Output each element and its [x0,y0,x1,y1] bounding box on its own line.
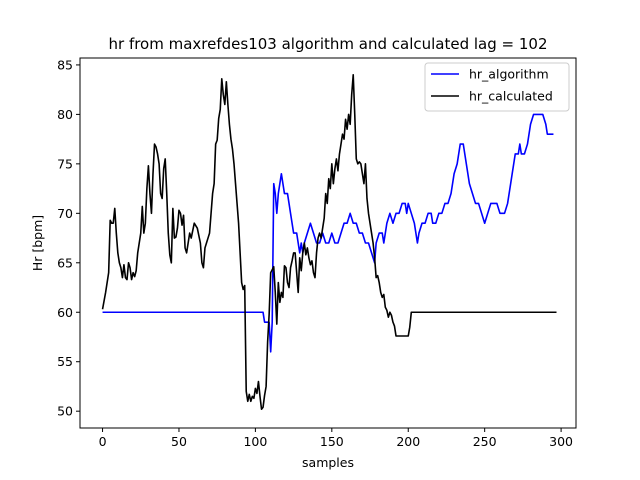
y-tick-label: 80 [57,107,73,122]
x-tick-label: 250 [473,434,497,449]
plot-area: 0 50 100 150 200 250 300 50 55 60 65 70 75 80 85 [57,57,577,449]
legend-label-hr-calculated: hr_calculated [469,89,553,104]
legend-box [424,62,570,112]
series-line-hr-algorithm [102,113,554,353]
x-tick-label: 200 [396,434,420,449]
y-tick-label: 60 [57,305,73,320]
legend-label-hr-algorithm: hr_algorithm [469,67,549,82]
y-tick-label: 75 [57,156,73,171]
x-tick-label: 150 [320,434,344,449]
y-tick-label: 55 [57,354,73,369]
y-tick-label: 70 [57,206,73,221]
x-tick-label: 0 [99,434,107,449]
axes-frame [79,57,577,429]
y-tick-label: 50 [57,404,73,419]
y-tick-label: 85 [57,57,73,72]
chart-title: hr from maxrefdes103 algorithm and calcu… [109,35,548,53]
x-tick-label: 100 [243,434,267,449]
series-line-hr-calculated [101,74,557,410]
x-tick-label: 50 [171,434,187,449]
legend: hr_algorithm hr_calculated [424,62,570,112]
y-tick-label: 65 [57,255,73,270]
y-axis-label: Hr [bpm] [30,215,45,271]
x-axis-label: samples [302,455,354,470]
x-tick-label: 300 [549,434,573,449]
